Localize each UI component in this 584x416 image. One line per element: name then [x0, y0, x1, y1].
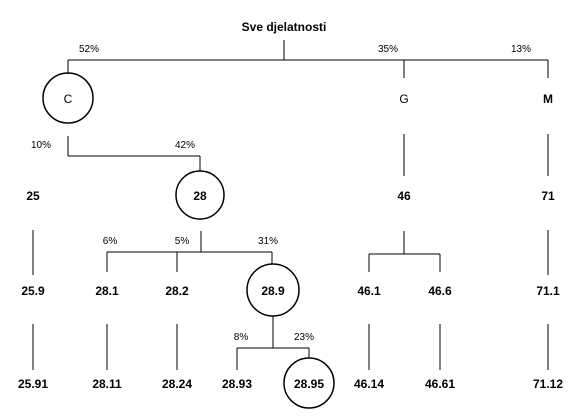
pct-25: 10%	[31, 140, 51, 151]
node-25: 25	[26, 189, 40, 203]
node-28-1: 28.1	[95, 284, 119, 298]
circle-28	[175, 170, 225, 220]
tree-connectors	[32, 40, 549, 370]
circle-c	[42, 72, 94, 124]
pct-28-95: 23%	[294, 332, 314, 343]
node-28-24: 28.24	[162, 377, 192, 391]
node-28-9: 28.9	[261, 284, 285, 298]
node-28-11: 28.11	[92, 377, 122, 391]
node-28: 28	[193, 189, 207, 203]
root-label: Sve djelatnosti	[242, 20, 327, 34]
node-71-12: 71.12	[533, 377, 563, 391]
pct-m: 13%	[511, 44, 531, 55]
highlight-circles	[42, 72, 335, 409]
node-46: 46	[397, 189, 411, 203]
node-25-9: 25.9	[21, 284, 45, 298]
node-m: M	[543, 92, 553, 106]
node-46-14: 46.14	[354, 377, 384, 391]
node-46-6: 46.6	[428, 284, 452, 298]
pct-28: 42%	[175, 140, 195, 151]
node-28-2: 28.2	[165, 284, 189, 298]
node-71: 71	[541, 189, 555, 203]
pct-28-93: 8%	[234, 332, 249, 343]
pct-28-2: 5%	[175, 236, 190, 247]
node-25-91: 25.91	[18, 377, 48, 391]
node-c: C	[64, 92, 73, 106]
circle-28-9	[246, 263, 300, 317]
node-28-95: 28.95	[294, 377, 324, 391]
pct-28-1: 6%	[103, 236, 118, 247]
node-46-61: 46.61	[425, 377, 455, 391]
circle-28-95	[283, 357, 335, 409]
pct-28-9: 31%	[258, 236, 278, 247]
node-g: G	[399, 92, 408, 106]
node-46-1: 46.1	[357, 284, 381, 298]
node-71-1: 71.1	[536, 284, 560, 298]
pct-g: 35%	[378, 44, 398, 55]
node-28-93: 28.93	[222, 377, 252, 391]
pct-c: 52%	[79, 44, 99, 55]
